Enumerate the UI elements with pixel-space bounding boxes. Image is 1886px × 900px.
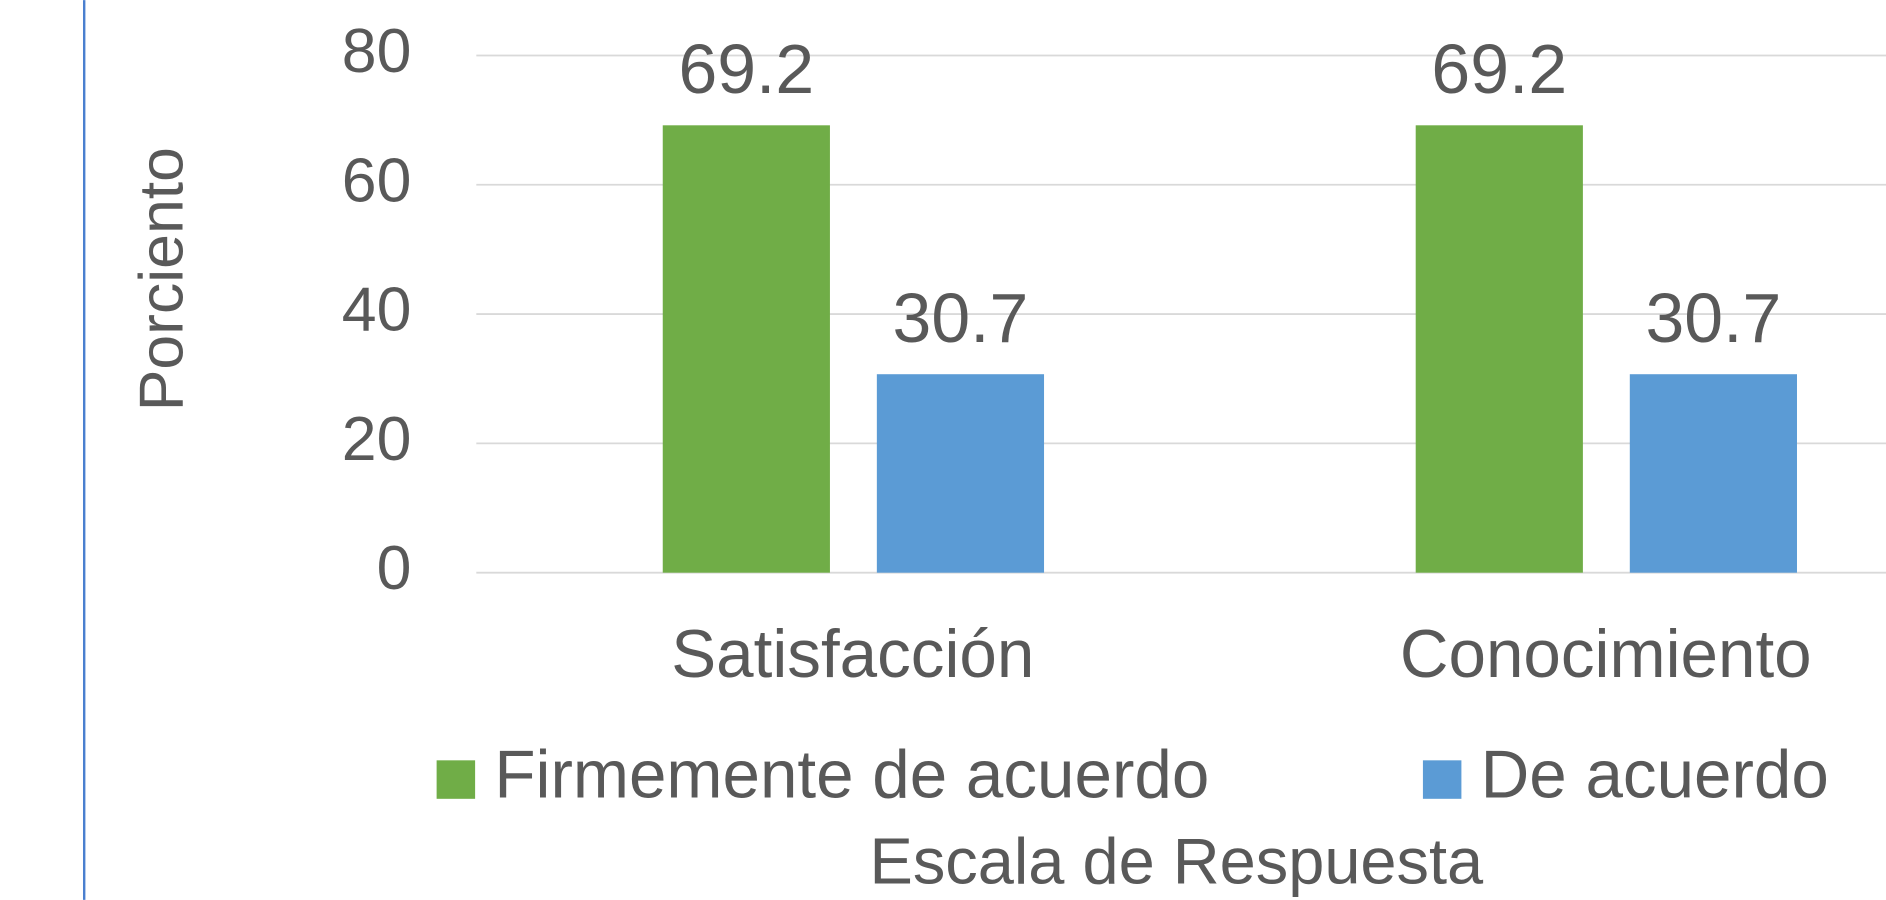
y-tick-label: 40 [342, 275, 412, 345]
data-label: 30.7 [893, 279, 1029, 357]
y-tick-label: 60 [342, 145, 412, 215]
legend-label: De acuerdo [1481, 737, 1829, 812]
y-axis-title: Porciento [127, 147, 197, 411]
legend-swatch [436, 760, 476, 799]
x-tick-label: Conocimiento [1400, 617, 1812, 692]
bar [876, 374, 1045, 573]
y-tick-label: 0 [377, 533, 412, 603]
bar [1629, 374, 1797, 573]
x-tick-label: Satisfacción [671, 617, 1034, 692]
bar [1415, 125, 1583, 573]
y-tick-label: 20 [342, 404, 412, 474]
data-label: 69.2 [678, 30, 814, 108]
data-label: 30.7 [1646, 279, 1782, 357]
data-label: 69.2 [1431, 30, 1567, 108]
x-axis-title: Escala de Respuesta [870, 824, 1485, 897]
legend-swatch [1422, 760, 1462, 799]
bar [662, 125, 830, 573]
y-tick-label: 80 [342, 16, 412, 86]
legend-label: Firmemente de acuerdo [494, 737, 1209, 812]
